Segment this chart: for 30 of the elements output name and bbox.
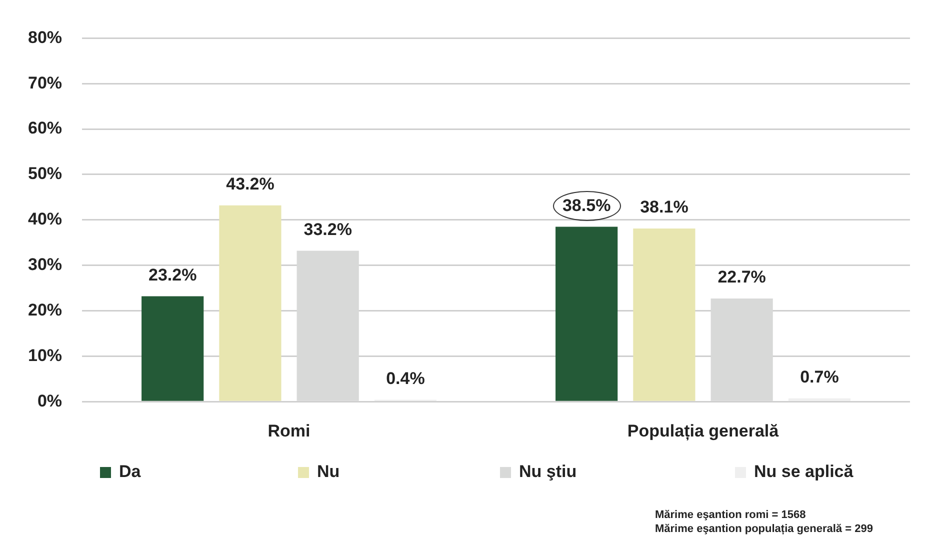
y-tick-label: 50% — [28, 164, 62, 184]
legend-label: Da — [119, 462, 141, 482]
y-tick-label: 80% — [28, 28, 62, 47]
data-label: 33.2% — [304, 220, 352, 239]
y-tick-label: 20% — [28, 300, 62, 320]
data-label: 22.7% — [718, 268, 766, 287]
y-tick-label: 0% — [37, 391, 62, 410]
legend-label: Nu se aplică — [754, 462, 854, 482]
bar — [219, 205, 282, 401]
data-label: 0.7% — [800, 368, 839, 387]
bar — [633, 228, 696, 401]
y-tick-label: 70% — [28, 73, 62, 92]
y-tick-label: 40% — [28, 210, 62, 229]
y-tick-label: 30% — [28, 255, 62, 274]
x-tick-label: Populația generală — [627, 421, 780, 440]
bar — [788, 398, 850, 401]
y-tick-label: 10% — [28, 346, 62, 365]
data-label: 23.2% — [148, 265, 197, 284]
y-tick-label: 60% — [28, 118, 62, 138]
legend-label: Nu — [317, 462, 340, 482]
text: Mărime eşantion romi = 1568 — [655, 508, 807, 522]
data-label: 38.5% — [562, 196, 611, 215]
data-label: 38.1% — [640, 198, 688, 217]
data-label: 0.4% — [386, 368, 425, 388]
bar — [142, 296, 204, 401]
bar — [556, 226, 618, 401]
text: Mărime eşantion populația generală = 299 — [655, 522, 874, 536]
data-label: 43.2% — [226, 174, 274, 194]
x-tick-label: Romi — [268, 421, 310, 440]
legend-label: Nu ştiu — [519, 462, 577, 482]
